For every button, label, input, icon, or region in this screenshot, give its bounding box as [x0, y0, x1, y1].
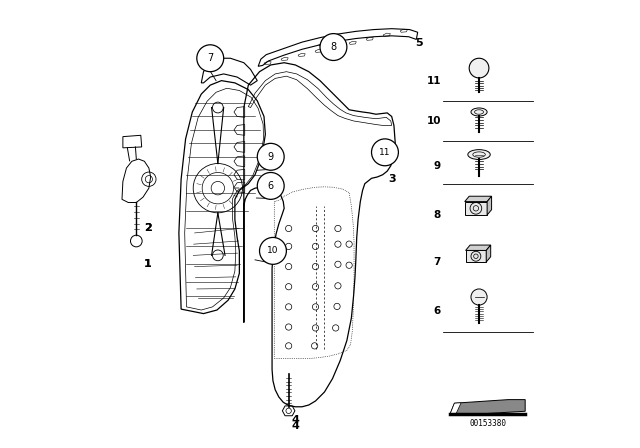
Text: 11: 11: [426, 76, 441, 86]
Polygon shape: [466, 250, 486, 262]
Polygon shape: [487, 196, 492, 215]
Polygon shape: [450, 400, 525, 414]
Circle shape: [257, 172, 284, 199]
Text: 10: 10: [268, 246, 278, 255]
Circle shape: [320, 34, 347, 60]
Circle shape: [197, 45, 224, 72]
Text: 4: 4: [291, 415, 300, 425]
Polygon shape: [486, 245, 491, 262]
Ellipse shape: [468, 150, 490, 159]
Text: 2: 2: [143, 224, 152, 233]
Text: 1: 1: [143, 259, 152, 269]
Text: 9: 9: [268, 152, 274, 162]
Circle shape: [372, 139, 399, 166]
Text: 4: 4: [291, 421, 300, 431]
Polygon shape: [465, 196, 492, 202]
Text: 1: 1: [143, 259, 152, 269]
Text: 10: 10: [426, 116, 441, 126]
Text: 2: 2: [143, 224, 152, 233]
Text: 6: 6: [268, 181, 274, 191]
Text: 8: 8: [330, 42, 337, 52]
Text: 00153380: 00153380: [469, 419, 506, 428]
Circle shape: [469, 58, 489, 78]
Text: 3: 3: [388, 174, 396, 184]
Circle shape: [471, 289, 487, 305]
Text: 9: 9: [434, 161, 441, 171]
Ellipse shape: [471, 108, 487, 116]
Polygon shape: [465, 202, 487, 215]
Text: 7: 7: [433, 257, 441, 267]
Text: 7: 7: [207, 53, 213, 63]
Text: 8: 8: [434, 210, 441, 220]
Circle shape: [257, 143, 284, 170]
Text: 11: 11: [380, 148, 390, 157]
Polygon shape: [466, 245, 491, 250]
Polygon shape: [450, 403, 461, 414]
Circle shape: [260, 237, 287, 264]
Text: 6: 6: [434, 306, 441, 316]
Text: 5: 5: [415, 38, 422, 47]
